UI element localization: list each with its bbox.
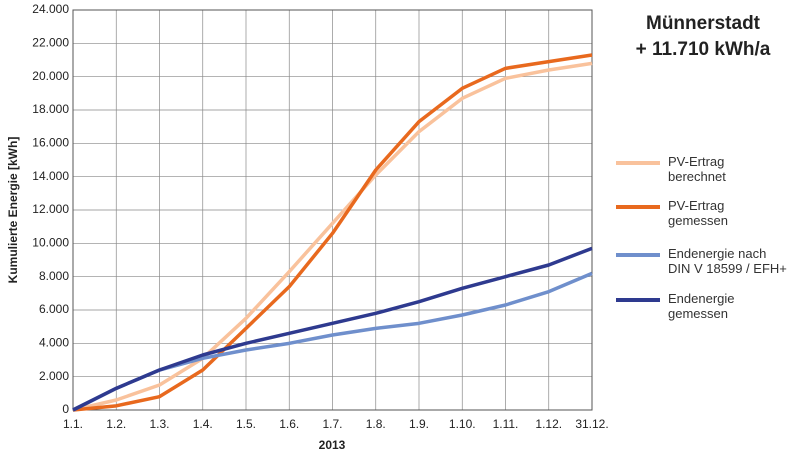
- x-tick-label: 1.12.: [535, 417, 562, 431]
- y-axis-label: Kumulierte Energie [kWh]: [6, 137, 20, 284]
- x-tick-label: 1.8.: [366, 417, 386, 431]
- x-tick-label: 1.3.: [149, 417, 169, 431]
- y-tick-label: 8.000: [39, 269, 69, 283]
- legend-label: Endenergie gemessen: [668, 291, 735, 321]
- y-tick-label: 10.000: [32, 236, 69, 250]
- y-tick-label: 22.000: [32, 36, 69, 50]
- x-axis-label: 2013: [319, 438, 346, 452]
- legend-label: PV-Ertrag berechnet: [668, 154, 726, 184]
- x-tick-label: 1.1.: [63, 417, 83, 431]
- x-tick-label: 1.6.: [279, 417, 299, 431]
- y-tick-label: 0: [62, 402, 69, 416]
- chart-title: Münnerstadt: [646, 13, 761, 34]
- series-line: [72, 53, 593, 412]
- legend-swatch: [616, 253, 660, 257]
- y-tick-label: 6.000: [39, 302, 69, 316]
- series-line: [72, 246, 593, 412]
- x-tick-label: 1.9.: [409, 417, 429, 431]
- legend-label: PV-Ertrag gemessen: [668, 198, 728, 228]
- x-tick-label: 1.7.: [322, 417, 342, 431]
- y-tick-label: 24.000: [32, 2, 69, 16]
- y-tick-label: 2.000: [39, 369, 69, 383]
- x-tick-label: 1.4.: [193, 417, 213, 431]
- x-tick-label: 1.2.: [106, 417, 126, 431]
- y-tick-label: 16.000: [32, 136, 69, 150]
- x-tick-label: 1.10.: [449, 417, 476, 431]
- legend-swatch: [616, 298, 660, 302]
- legend-swatch: [616, 205, 660, 209]
- y-tick-label: 18.000: [32, 102, 69, 116]
- legend-swatch: [616, 161, 660, 165]
- plot-border: [72, 9, 593, 411]
- x-tick-label: 1.5.: [236, 417, 256, 431]
- chart-subtitle: + 11.710 kWh/a: [636, 39, 771, 60]
- legend-label: Endenergie nach DIN V 18599 / EFH+: [668, 246, 787, 276]
- series-line: [72, 61, 593, 412]
- y-tick-label: 14.000: [32, 169, 69, 183]
- x-tick-label: 1.11.: [493, 417, 519, 431]
- y-tick-label: 20.000: [32, 69, 69, 83]
- y-tick-label: 12.000: [32, 202, 69, 216]
- x-tick-label: 31.12.: [575, 417, 608, 431]
- y-tick-label: 4.000: [39, 336, 69, 350]
